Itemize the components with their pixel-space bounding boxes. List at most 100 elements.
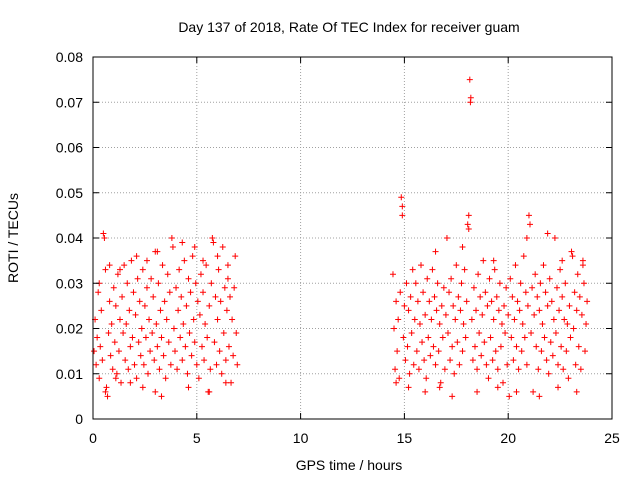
data-point: [217, 298, 224, 305]
data-point: [520, 253, 527, 260]
data-point: [517, 280, 524, 287]
data-point: [100, 230, 107, 237]
data-point: [200, 257, 207, 264]
data-point: [439, 334, 446, 341]
data-point: [552, 330, 559, 337]
data-point: [179, 357, 186, 364]
data-point: [181, 257, 188, 264]
data-point: [408, 330, 415, 337]
data-point: [163, 316, 170, 323]
data-point: [561, 316, 568, 323]
data-point: [512, 262, 519, 269]
data-point: [480, 257, 487, 264]
data-point: [476, 330, 483, 337]
data-point: [223, 307, 230, 314]
data-point: [562, 280, 569, 287]
data-point: [404, 343, 411, 350]
data-point: [141, 302, 148, 309]
data-point: [200, 289, 207, 296]
data-point: [98, 307, 105, 314]
data-point: [110, 284, 117, 291]
data-point: [159, 262, 166, 269]
data-point: [185, 384, 192, 391]
data-point: [131, 361, 138, 368]
data-point: [450, 302, 457, 309]
x-tick-label: 0: [89, 430, 97, 446]
data-point: [420, 289, 427, 296]
data-point: [571, 289, 578, 296]
chart-title: Day 137 of 2018, Rate Of TEC Index for r…: [178, 19, 519, 35]
data-point: [555, 361, 562, 368]
data-point: [124, 280, 131, 287]
data-point: [224, 275, 231, 282]
data-point: [513, 343, 520, 350]
data-point: [158, 334, 165, 341]
data-point: [165, 339, 172, 346]
data-point: [534, 293, 541, 300]
data-point: [518, 348, 525, 355]
data-point: [563, 348, 570, 355]
data-point: [430, 343, 437, 350]
data-point: [227, 293, 234, 300]
data-point: [432, 248, 439, 255]
data-point: [103, 384, 110, 391]
data-point: [395, 316, 402, 323]
data-point: [112, 375, 119, 382]
data-point: [170, 325, 177, 332]
data-point: [206, 302, 213, 309]
data-point: [151, 357, 158, 364]
data-point: [504, 361, 511, 368]
data-point: [444, 330, 451, 337]
data-point: [210, 239, 217, 246]
data-point: [125, 366, 132, 373]
data-point: [464, 221, 471, 228]
data-point: [536, 393, 543, 400]
data-point: [424, 275, 431, 282]
data-point: [501, 302, 508, 309]
data-point: [509, 293, 516, 300]
data-point: [519, 320, 526, 327]
data-point: [414, 298, 421, 305]
data-point: [456, 361, 463, 368]
data-point: [149, 330, 156, 337]
data-point: [222, 379, 229, 386]
data-point: [516, 307, 523, 314]
data-point: [423, 375, 430, 382]
data-point: [427, 352, 434, 359]
data-point: [191, 244, 198, 251]
data-point: [391, 325, 398, 332]
data-point: [477, 293, 484, 300]
data-point: [135, 339, 142, 346]
data-point: [451, 370, 458, 377]
data-point: [564, 320, 571, 327]
data-point: [176, 266, 183, 273]
data-point: [208, 280, 215, 287]
data-point: [573, 388, 580, 395]
data-point: [566, 302, 573, 309]
data-point: [94, 334, 101, 341]
data-point: [446, 289, 453, 296]
data-point: [403, 280, 410, 287]
data-point: [449, 393, 456, 400]
data-point: [582, 348, 589, 355]
data-point: [471, 343, 478, 350]
data-point: [429, 266, 436, 273]
data-point: [132, 311, 139, 318]
data-point: [575, 343, 582, 350]
data-point: [204, 334, 211, 341]
data-point: [544, 230, 551, 237]
data-point: [153, 320, 160, 327]
data-point: [115, 348, 122, 355]
data-point: [452, 316, 459, 323]
data-point: [172, 348, 179, 355]
data-point: [482, 289, 489, 296]
data-point: [524, 302, 531, 309]
data-point: [541, 334, 548, 341]
data-point: [197, 271, 204, 278]
data-point: [105, 330, 112, 337]
data-point: [389, 271, 396, 278]
data-point: [142, 334, 149, 341]
data-point: [96, 375, 103, 382]
data-point: [578, 311, 585, 318]
